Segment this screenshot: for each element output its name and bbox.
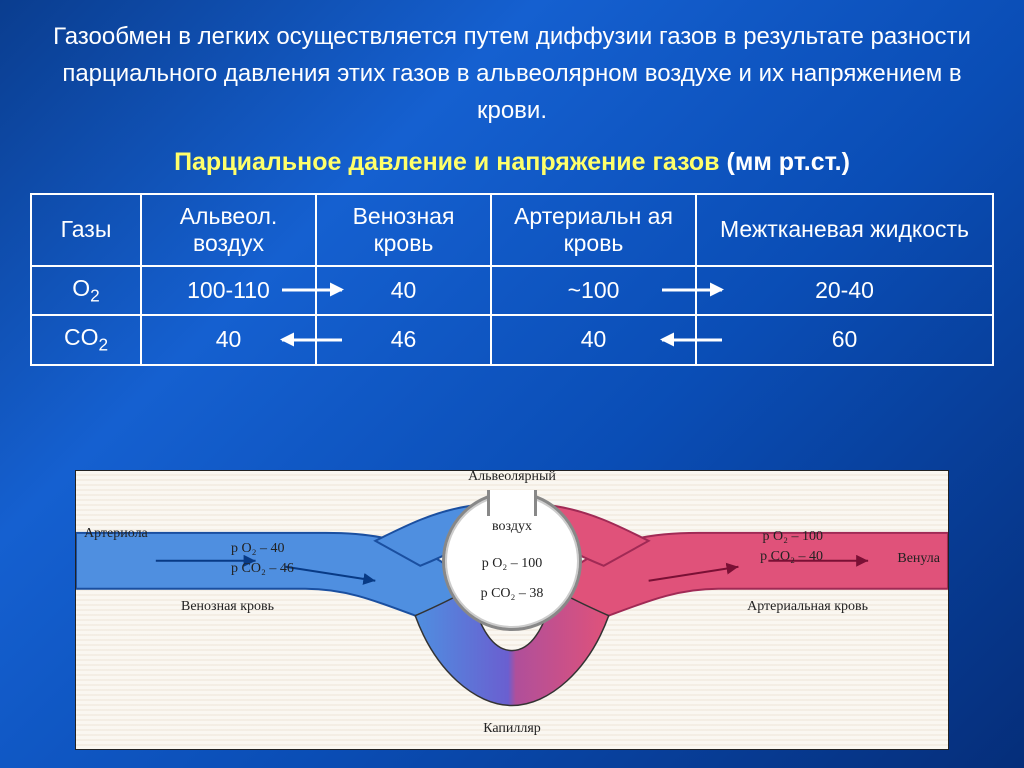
label-venule: Венула <box>897 551 940 567</box>
label-capillary: Капилляр <box>483 721 541 737</box>
cell-interstitial: 20-40 <box>696 266 993 316</box>
table-row: O2100-11040~10020-40 <box>31 266 993 316</box>
subtitle-main: Парциальное давление и напряжение газов <box>174 148 719 176</box>
th-arterial: Артериальн ая кровь <box>491 194 696 266</box>
label-right-pCO2: p CO₂ – 40 <box>760 549 823 565</box>
arrow-left-icon <box>662 338 722 341</box>
cell-gas: O2 <box>31 266 141 316</box>
alveolar-pCO2: p CO₂ – 38 <box>442 586 582 602</box>
arrow-right-icon <box>662 289 722 292</box>
cell-venous: 40 <box>316 266 491 316</box>
cell-venous: 46 <box>316 315 491 365</box>
th-gases: Газы <box>31 194 141 266</box>
label-left-pCO2: p CO₂ – 46 <box>231 561 294 577</box>
table-row: CO240464060 <box>31 315 993 365</box>
label-right-pO2: p O₂ – 100 <box>763 529 824 545</box>
arrow-right-icon <box>282 289 342 292</box>
label-venous-blood: Венозная кровь <box>181 599 274 615</box>
label-arterial-blood: Артериальная кровь <box>747 599 868 615</box>
alveolar-pO2: p O₂ – 100 <box>442 556 582 572</box>
cell-interstitial: 60 <box>696 315 993 365</box>
label-left-pO2: p O₂ – 40 <box>231 541 285 557</box>
gas-exchange-diagram: Альвеолярный воздух p O₂ – 100 p CO₂ – 3… <box>75 470 949 750</box>
gas-pressure-table: Газы Альвеол. воздух Венозная кровь Арте… <box>30 193 994 366</box>
cell-gas: CO2 <box>31 315 141 365</box>
th-interstitial: Межтканевая жидкость <box>696 194 993 266</box>
alveolar-air-title: Альвеолярный <box>468 470 556 485</box>
alveolus-opening <box>487 490 537 516</box>
arrow-left-icon <box>282 338 342 341</box>
intro-text: Газообмен в легких осуществляется путем … <box>0 0 1024 130</box>
subtitle-units: (мм рт.ст.) <box>727 148 850 176</box>
subtitle: Парциальное давление и напряжение газов … <box>0 148 1024 177</box>
th-alveolar: Альвеол. воздух <box>141 194 316 266</box>
alveolar-air-subtitle: воздух <box>442 519 582 535</box>
th-venous: Венозная кровь <box>316 194 491 266</box>
label-arteriole: Артериола <box>84 526 148 542</box>
